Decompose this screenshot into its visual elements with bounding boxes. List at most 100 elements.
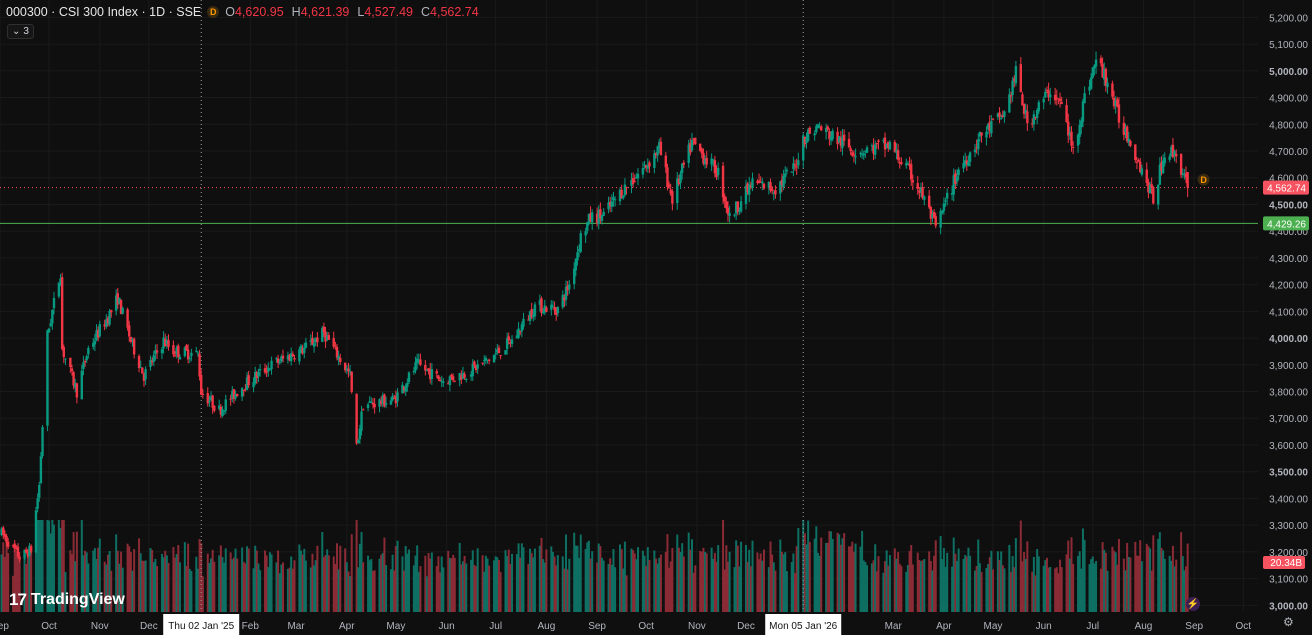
candle-body [517,328,520,338]
volume-bar [448,557,451,612]
volume-bar [1117,538,1120,612]
candle-body [762,183,766,189]
candle-body [309,340,313,342]
candle-body [1175,153,1178,157]
candle-body [631,178,635,184]
volume-bar [1150,570,1153,612]
volume-bar [13,546,16,612]
candle-body [985,131,988,138]
indicators-toggle[interactable]: ⌄ 3 [7,24,34,39]
volume-bar [746,561,749,612]
candle-body [1181,173,1184,175]
data-delay-badge[interactable]: D [207,6,220,18]
candle-body [702,152,705,164]
gear-icon[interactable]: ⚙ [1283,615,1294,629]
y-axis-tick-label: 3,000.00 [1269,601,1308,612]
volume-bar [815,526,818,612]
candle-body [1173,151,1176,156]
volume-bar [236,558,239,612]
volume-bar [996,551,999,612]
candle-body [613,199,617,201]
candle-body [612,197,615,201]
volume-bar [538,545,541,612]
y-axis-tick-label: 4,900.00 [1269,94,1308,105]
candle-body [888,142,892,150]
volume-bar [5,540,8,612]
candle-body [749,186,753,188]
volume-bar [259,570,262,612]
candle-body [515,335,519,339]
candle-body [648,162,651,167]
candle-body [484,357,488,361]
candle-body [126,309,129,328]
volume-bar [918,560,921,612]
volume-bar [48,520,51,612]
candle-body [98,324,101,337]
candle-body [183,347,187,357]
volume-bar [589,558,592,612]
candle-body [797,160,800,166]
candle-body [82,362,85,369]
candle-body [895,149,898,153]
volume-bar [654,558,657,612]
candle-body [757,180,761,184]
volume-bar [470,559,473,612]
candle-body [448,376,452,386]
candle-body [954,173,957,184]
volume-bar [74,561,77,612]
volume-bar [82,555,85,612]
volume-bar [910,545,913,612]
volume-bar [1067,540,1070,612]
volume-bar [841,538,844,612]
volume-bar [921,560,924,612]
volume-bar [1024,558,1027,612]
candle-body [1139,161,1142,172]
volume-bar [1124,570,1127,612]
symbol-title[interactable]: 000300 · CSI 300 Index · 1D · SSE [6,5,202,19]
volume-bar [578,557,581,612]
candle-body [977,139,980,150]
volume-bar [314,560,317,612]
candle-body [572,268,576,285]
volume-bar [412,565,415,612]
volume-bar [1014,538,1017,612]
candle-body [218,405,221,409]
volume-bar [486,558,489,612]
y-axis-tick-label: 4,400.00 [1269,227,1308,238]
volume-bar [519,557,522,612]
volume-bar [61,520,64,612]
volume-bar [311,553,314,612]
lightning-icon[interactable]: ⚡ [1186,597,1200,611]
y-axis-tick-label: 4,600.00 [1269,174,1308,185]
volume-bar [195,556,198,612]
volume-bar [174,557,177,612]
candle-body [1099,58,1103,64]
candle-body [551,306,555,308]
candle-body [690,140,694,151]
candle-body [311,338,314,345]
candle-body [52,297,56,309]
candle-body [152,355,155,362]
y-axis-tick-label: 4,300.00 [1269,254,1308,265]
volume-bar [682,556,685,612]
tradingview-logo[interactable]: 17 TradingView [9,590,125,610]
candle-body [178,357,182,360]
volume-bar [49,533,52,612]
candle-body [712,159,715,161]
candle-body [1042,98,1045,103]
volume-bar [1147,546,1150,612]
candle-body [836,131,839,145]
volume-bar [987,564,990,612]
volume-bar [962,558,965,612]
y-axis-tick-label: 5,100.00 [1269,40,1308,51]
horizontal-level-label: 4,429.26 [1267,219,1306,230]
candle-body [507,336,510,341]
candle-body [234,393,237,399]
candle-body [589,213,592,222]
volume-bar [908,551,911,612]
candle-body [806,129,810,141]
candle-body [1145,169,1148,183]
candle-body [553,306,556,311]
